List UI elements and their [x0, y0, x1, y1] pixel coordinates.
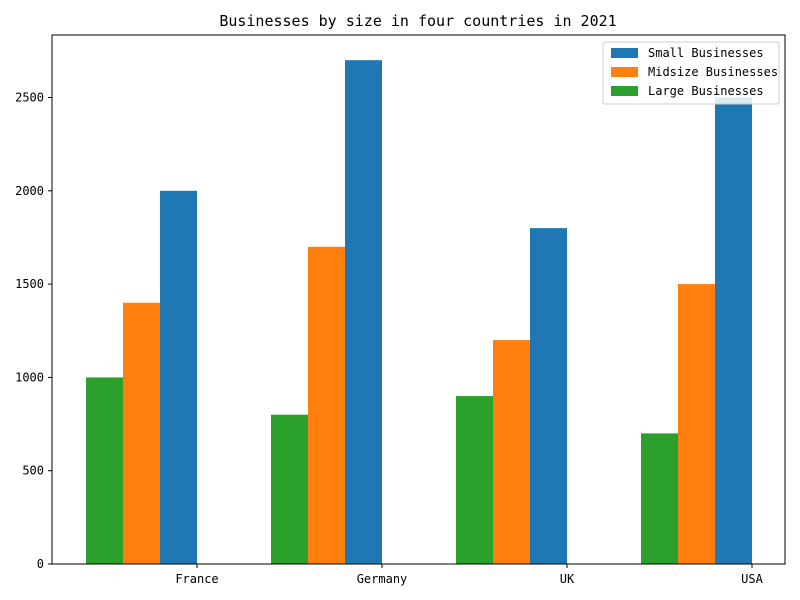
- y-tick-label: 1500: [15, 277, 44, 291]
- bar-usa-midsize-businesses: [678, 284, 715, 564]
- y-tick-label: 0: [37, 557, 44, 571]
- legend-swatch: [611, 86, 638, 96]
- x-tick-label: UK: [560, 572, 575, 586]
- y-tick-label: 2000: [15, 184, 44, 198]
- bar-uk-small-businesses: [530, 228, 567, 564]
- bar-france-large-businesses: [86, 377, 123, 564]
- bar-germany-midsize-businesses: [308, 246, 345, 564]
- legend-swatch: [611, 67, 638, 77]
- y-tick-label: 2500: [15, 91, 44, 105]
- legend-label: Midsize Businesses: [648, 65, 778, 79]
- plot-frame: [51, 34, 786, 565]
- y-tick-label: 500: [22, 464, 44, 478]
- bar-france-small-businesses: [160, 190, 197, 565]
- chart-title: Businesses by size in four countries in …: [219, 12, 616, 30]
- bars-group: [86, 60, 752, 565]
- y-tick-label: 1000: [15, 370, 44, 384]
- x-tick-label: USA: [741, 572, 763, 586]
- legend: Small Businesses Midsize Businesses Large …: [602, 41, 780, 105]
- x-tick-label: France: [175, 572, 218, 586]
- bar-uk-midsize-businesses: [493, 340, 530, 564]
- legend-label: Small Businesses: [648, 46, 764, 60]
- legend-label: Large Businesses: [648, 84, 764, 98]
- legend-swatch: [611, 48, 638, 58]
- bar-uk-large-businesses: [456, 396, 493, 564]
- bar-usa-large-businesses: [641, 433, 678, 564]
- x-tick-label: Germany: [357, 572, 408, 586]
- legend-box: [602, 41, 780, 105]
- bar-germany-small-businesses: [345, 60, 382, 564]
- bar-germany-large-businesses: [271, 414, 308, 564]
- bar-usa-small-businesses: [715, 97, 752, 564]
- bar-france-midsize-businesses: [123, 302, 160, 564]
- x-axis: France Germany UK USA: [175, 564, 764, 586]
- y-axis: 0 500 1000 1500 2000 2500: [15, 91, 52, 571]
